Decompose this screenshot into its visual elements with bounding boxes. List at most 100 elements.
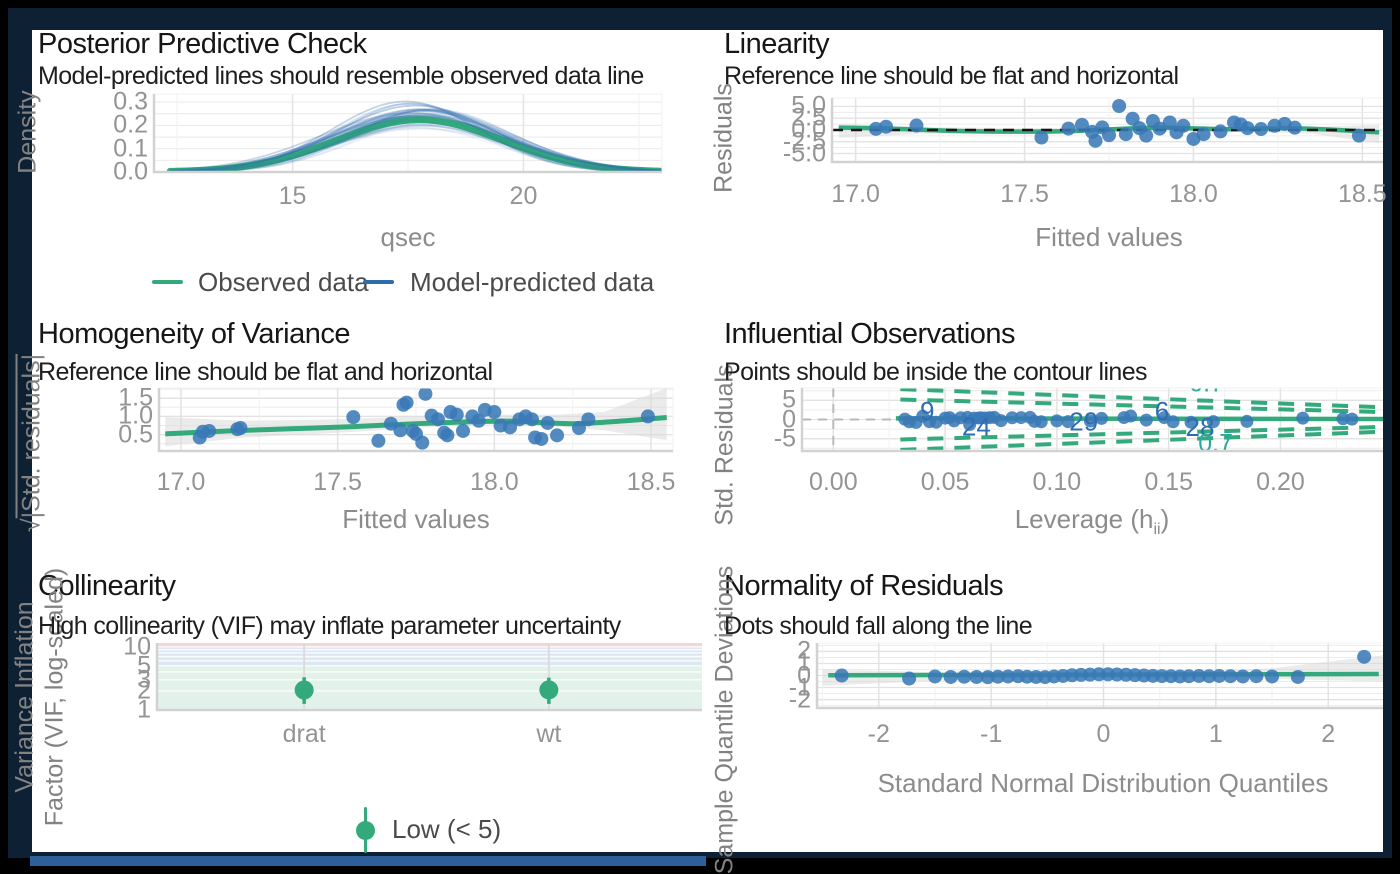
x-axis-label: Fitted values — [342, 504, 490, 534]
scatter-point — [834, 668, 849, 683]
scatter-point — [1351, 128, 1366, 143]
scatter-point — [1034, 415, 1048, 429]
scatter-point — [1001, 669, 1015, 684]
scatter-point — [902, 671, 917, 686]
predicted-density-line — [170, 125, 662, 172]
scatter-point — [1240, 121, 1255, 136]
axis-tick-label: 0.5 — [118, 420, 153, 449]
scatter-point — [1212, 668, 1227, 683]
predicted-density-line — [170, 110, 662, 172]
x-axis-label: Fitted values — [1035, 222, 1183, 252]
confidence-band — [165, 388, 667, 447]
axis-tick-label: 0 — [782, 405, 796, 433]
x-axis-label: Leverage (hii) — [1015, 504, 1170, 539]
scatter-point — [1095, 411, 1109, 425]
scatter-point — [415, 435, 430, 450]
axis-tick-label: 2 — [1321, 720, 1336, 748]
vif-point — [539, 680, 559, 700]
scatter-point — [487, 405, 502, 420]
axis-tick-label: 17.0 — [831, 180, 880, 208]
scatter-point — [440, 428, 455, 443]
scatter-point — [990, 669, 1005, 684]
observation-label: 6 — [1155, 396, 1169, 426]
scatter-point — [1166, 415, 1180, 429]
scatter-point — [399, 395, 414, 410]
scatter-point — [640, 409, 655, 424]
scatter-point — [1296, 411, 1310, 425]
panel-title: Influential Observations — [724, 318, 1016, 350]
axis-tick-label: 20 — [509, 182, 538, 210]
panel-title: Posterior Predictive Check — [38, 28, 367, 60]
scatter-point — [1213, 124, 1228, 139]
contour-value-label: 0.7 — [1189, 370, 1224, 398]
scatter-point — [534, 431, 549, 446]
axis-tick-label: 5 — [137, 651, 151, 680]
scatter-point — [233, 421, 248, 436]
axis-tick-label: 1 — [137, 695, 151, 724]
observation-label: 9 — [920, 396, 934, 426]
scatter-point — [1184, 415, 1198, 429]
observation-label: 29 — [1069, 407, 1098, 437]
predicted-density-line — [170, 108, 662, 172]
axis-tick-label: 0.15 — [1144, 468, 1193, 496]
axis-tick-label: 1 — [797, 648, 811, 677]
leverage-label-sub: ii — [1153, 520, 1161, 539]
axis-tick-label: -5.0 — [782, 139, 826, 168]
legend-swatch-predicted — [363, 280, 394, 284]
axis-tick-label: 0.3 — [113, 87, 148, 116]
scatter-point — [1357, 649, 1372, 664]
scatter-point — [1254, 122, 1269, 137]
scatter-point — [1202, 669, 1217, 684]
scatter-point — [1083, 414, 1097, 428]
bottom-blue-strip — [30, 856, 706, 866]
scatter-point — [581, 412, 596, 427]
vif-legend-label: Low (< 5) — [392, 814, 502, 844]
axis-tick-label: 3 — [137, 665, 151, 694]
predicted-density-line — [170, 124, 662, 172]
leverage-label-main: Leverage (h — [1014, 504, 1154, 534]
predicted-density-line — [170, 119, 662, 172]
scatter-point — [980, 670, 995, 685]
scatter-point — [346, 410, 361, 425]
scatter-point — [1074, 117, 1089, 132]
axis-tick-label: 1.0 — [118, 401, 153, 430]
scatter-point — [202, 423, 217, 438]
axis-tick-label: 2 — [137, 676, 151, 705]
scatter-point — [1061, 415, 1075, 429]
axis-tick-label: 0.10 — [1032, 468, 1082, 496]
legend-swatch-observed — [152, 280, 183, 284]
axis-tick-label: 2 — [797, 636, 811, 665]
axis-tick-label: drat — [282, 720, 326, 748]
axis-tick-label: 0.2 — [113, 110, 148, 139]
predicted-density-line — [170, 124, 662, 172]
predicted-density-line — [170, 108, 662, 172]
scatter-point — [957, 669, 972, 684]
scatter-point — [550, 428, 565, 443]
scatter-point — [449, 407, 464, 422]
scatter-point — [1176, 118, 1191, 133]
scatter-point — [393, 423, 408, 438]
scatter-point — [1223, 669, 1238, 684]
predicted-density-line — [170, 115, 662, 172]
scatter-point — [524, 412, 539, 427]
scatter-point — [943, 669, 958, 684]
scatter-point — [1118, 127, 1133, 142]
scatter-point — [418, 388, 433, 401]
axis-tick-label: -5 — [773, 424, 796, 453]
axis-tick-label: 15 — [278, 182, 307, 210]
panel-subtitle: Dots should fall along the line — [724, 612, 1033, 640]
predicted-density-line — [170, 118, 662, 172]
panel-subtitle: Reference line should be flat and horizo… — [38, 358, 493, 386]
scatter-point — [1235, 669, 1250, 684]
axis-tick-label: -2 — [788, 685, 811, 714]
axis-tick-label: 1.5 — [118, 383, 153, 412]
vif-band-low — [157, 665, 702, 710]
scatter-point — [371, 433, 386, 448]
cooks-contour-line — [900, 397, 1383, 415]
scatter-point — [1088, 133, 1103, 148]
observed-density-line — [166, 116, 662, 172]
panel-subtitle: High collinearity (VIF) may inflate para… — [38, 612, 621, 640]
scatter-point — [909, 118, 924, 133]
scatter-point — [1139, 128, 1154, 143]
